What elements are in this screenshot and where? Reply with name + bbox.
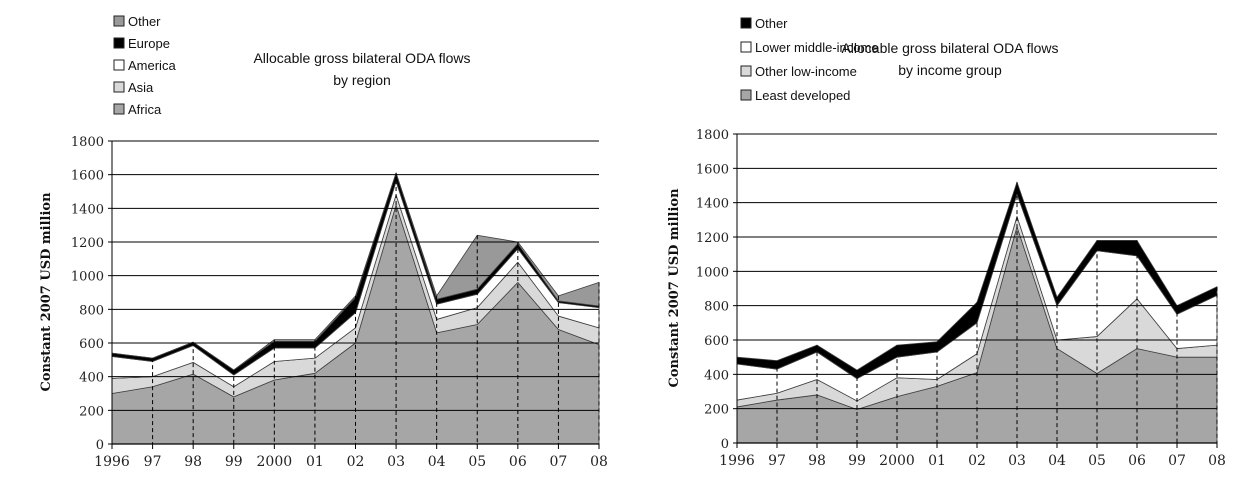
y-tick-label: 800 xyxy=(79,303,104,318)
x-tick-label: 05 xyxy=(468,454,486,470)
y-tick-label: 600 xyxy=(704,334,729,349)
x-tick-label: 05 xyxy=(1088,453,1106,469)
y-tick-label: 400 xyxy=(704,368,729,383)
legend-label: Other xyxy=(128,14,161,29)
y-tick-label: 1800 xyxy=(71,135,104,150)
chart-title-line: Allocable gross bilateral ODA flows xyxy=(253,50,470,66)
x-tick-label: 07 xyxy=(550,454,568,470)
x-tick-label: 99 xyxy=(848,453,866,469)
legend-swatch xyxy=(113,103,125,115)
drop-lines xyxy=(152,172,600,444)
y-tick-label: 1200 xyxy=(71,236,104,251)
y-axis-label: Constant 2007 USD million xyxy=(39,192,54,392)
chart-panel-region: 0 200 400 600 800 1000 1200 1400 1600 1800 1996 97 9… xyxy=(39,14,608,470)
legend-label: Asia xyxy=(128,80,154,95)
x-tick-label: 02 xyxy=(347,454,365,470)
y-tick-label: 0 xyxy=(96,438,104,453)
legend-label: Least developed xyxy=(755,88,850,103)
y-tick-label: 1800 xyxy=(696,128,729,143)
chart-title-line: Allocable gross bilateral ODA flows xyxy=(841,40,1058,56)
x-tick-label: 04 xyxy=(428,454,446,470)
y-tick-label: 1200 xyxy=(696,231,729,246)
legend-swatch xyxy=(113,15,125,27)
y-tick-label: 0 xyxy=(721,437,729,452)
legend-swatch xyxy=(740,89,752,101)
y-tick-label: 600 xyxy=(79,337,104,352)
y-tick-label: 1000 xyxy=(696,265,729,280)
x-tick-label: 02 xyxy=(968,453,986,469)
legend-swatch xyxy=(740,41,752,53)
y-tick-label: 1600 xyxy=(696,162,729,177)
x-tick-label: 01 xyxy=(306,454,324,470)
legend-swatch xyxy=(740,65,752,77)
y-axis-label: Constant 2007 USD million xyxy=(667,188,682,388)
x-tick-labels: 1996 97 98 99 2000 01 02 03 04 05 06 07 08 xyxy=(94,454,608,470)
chart-title-line: by region xyxy=(333,72,391,88)
x-tick-label: 06 xyxy=(1128,453,1146,469)
y-tick-label: 200 xyxy=(704,403,729,418)
chart-title-line: by income group xyxy=(898,62,1002,78)
x-tick-label: 99 xyxy=(225,454,243,470)
x-tick-label: 98 xyxy=(808,453,826,469)
x-tick-label: 01 xyxy=(928,453,946,469)
x-tick-label: 03 xyxy=(1008,453,1026,469)
legend-swatch xyxy=(113,37,125,49)
x-tick-label: 06 xyxy=(509,454,527,470)
chart-income-svg: 0 200 400 600 800 1000 1200 1400 1600 1800 1996 97 9… xyxy=(667,16,1226,469)
x-tick-label: 97 xyxy=(144,454,162,470)
y-tick-label: 800 xyxy=(704,300,729,315)
legend-label: Other low-income xyxy=(755,64,857,79)
legend-swatch xyxy=(113,59,125,71)
y-tick-label: 400 xyxy=(79,371,104,386)
chart-region-svg: 0 200 400 600 800 1000 1200 1400 1600 1800 1996 97 9… xyxy=(39,14,608,470)
legend-swatch xyxy=(113,81,125,93)
y-tick-label: 1600 xyxy=(71,169,104,184)
x-tick-label: 98 xyxy=(184,454,202,470)
legend: Other Lower middle-income Other low-income… xyxy=(740,16,879,103)
legend-label: Europe xyxy=(128,36,170,51)
legend-label: Other xyxy=(755,16,788,31)
legend-label: Africa xyxy=(128,102,162,117)
legend-swatch xyxy=(740,17,752,29)
y-tick-label: 1400 xyxy=(71,202,104,217)
drop-lines xyxy=(776,182,1218,443)
x-tick-label: 03 xyxy=(387,454,405,470)
legend-label: America xyxy=(128,58,176,73)
area-series-other xyxy=(111,172,600,371)
x-tick-label: 1996 xyxy=(94,454,130,470)
x-tick-label: 07 xyxy=(1168,453,1186,469)
y-tick-label: 1400 xyxy=(696,197,729,212)
x-tick-label: 04 xyxy=(1048,453,1066,469)
y-tick-labels: 0 200 400 600 800 1000 1200 1400 1600 1800 xyxy=(696,128,729,452)
x-tick-label: 2000 xyxy=(257,454,293,470)
chart-panel-income: 0 200 400 600 800 1000 1200 1400 1600 1800 1996 97 9… xyxy=(620,0,1240,493)
x-tick-label: 08 xyxy=(1208,453,1226,469)
y-tick-label: 1000 xyxy=(71,270,104,285)
x-tick-label: 08 xyxy=(590,454,608,470)
legend-label: Lower middle-income xyxy=(755,40,879,55)
x-tick-label: 1996 xyxy=(719,453,755,469)
legend: Other Europe America Asia Africa xyxy=(113,14,176,117)
y-tick-label: 200 xyxy=(79,404,104,419)
x-tick-labels: 1996 97 98 99 2000 01 02 03 04 05 06 07 08 xyxy=(719,453,1226,469)
y-tick-labels: 0 200 400 600 800 1000 1200 1400 1600 1800 xyxy=(71,135,104,453)
x-tick-label: 2000 xyxy=(879,453,915,469)
x-tick-label: 97 xyxy=(768,453,786,469)
